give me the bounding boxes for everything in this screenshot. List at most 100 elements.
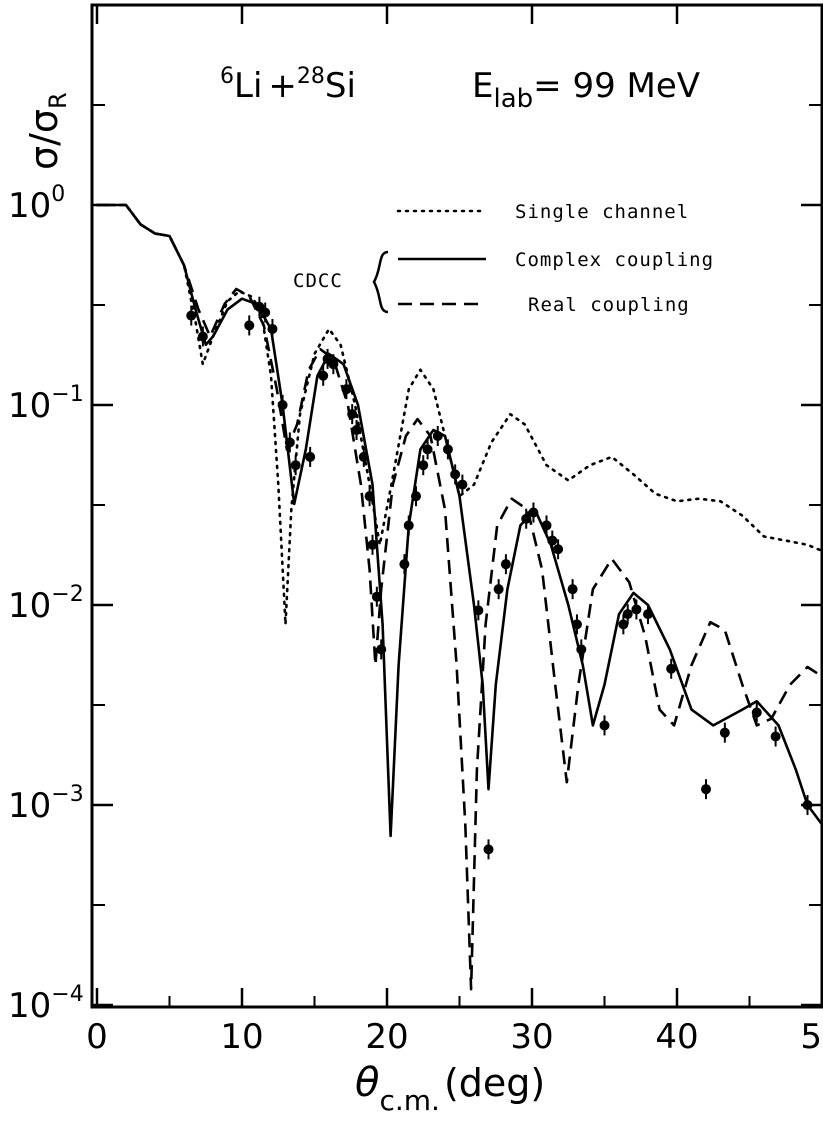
data-point — [599, 720, 610, 731]
y-axis-label: σ/σR — [22, 92, 72, 170]
data-point — [260, 307, 271, 318]
series-line-real-coupling — [97, 203, 823, 991]
y-tick-exponent: −2 — [51, 582, 83, 607]
y-tick-base: 10 — [8, 386, 51, 426]
x-tick-label: 30 — [510, 1017, 553, 1057]
x-tick-label: 50 — [800, 1017, 823, 1057]
data-point — [432, 430, 443, 441]
data-point — [328, 359, 339, 370]
y-tick-label: 10−4 — [8, 982, 84, 1026]
title-plus: + — [268, 66, 297, 106]
y-tick-label: 10−2 — [8, 582, 84, 626]
chart-energy: Elab= 99 MeV — [472, 66, 700, 114]
y-label-denominator: σ — [22, 109, 66, 133]
data-point — [643, 609, 653, 620]
legend-brace — [372, 250, 389, 314]
legend-label-single-channel: Single channel — [515, 201, 689, 223]
y-tick-label: 10−3 — [8, 782, 84, 826]
series-line-single-channel — [95, 203, 823, 626]
data-point — [399, 559, 410, 570]
data-point — [631, 604, 642, 615]
title-target-mass: 28 — [297, 64, 325, 89]
y-tick-label: 100 — [8, 182, 65, 226]
data-point — [411, 491, 421, 502]
energy-value: = 99 MeV — [533, 66, 700, 106]
series-layer — [95, 203, 823, 991]
data-point — [403, 520, 414, 531]
data-points-layer — [186, 296, 813, 860]
data-point — [751, 707, 762, 718]
data-point — [371, 591, 382, 602]
x-axis-ticks: 0 10 20 30 40 50 — [86, 6, 823, 1057]
data-point — [500, 559, 511, 570]
data-point — [351, 424, 362, 435]
y-tick-label: 10−1 — [8, 382, 84, 426]
data-point — [719, 727, 730, 738]
data-point — [576, 644, 587, 655]
y-tick-base: 10 — [8, 586, 51, 626]
x-label-subscript: c.m. — [379, 1084, 439, 1117]
data-point — [567, 584, 578, 595]
data-point — [290, 460, 301, 471]
data-point — [528, 507, 539, 518]
data-point — [457, 479, 468, 490]
y-tick-base: 10 — [8, 986, 51, 1026]
data-point — [547, 535, 558, 546]
legend-label-complex-coupling: Complex coupling — [515, 249, 714, 271]
data-point — [341, 384, 352, 395]
title-target: Si — [325, 66, 356, 106]
x-tick-label: 20 — [365, 1017, 408, 1057]
y-tick-base: 10 — [8, 186, 51, 226]
data-point — [442, 444, 453, 455]
data-point — [277, 400, 288, 410]
data-point — [186, 310, 197, 321]
data-point — [473, 605, 484, 616]
data-point — [267, 323, 278, 334]
y-tick-base: 10 — [8, 786, 51, 826]
data-point — [364, 491, 375, 502]
x-label-symbol: θ — [355, 1060, 379, 1106]
energy-symbol: E — [472, 66, 493, 106]
data-point — [284, 437, 295, 448]
x-tick-label: 0 — [86, 1017, 108, 1057]
x-tick-label: 40 — [655, 1017, 698, 1057]
plot-frame — [90, 3, 823, 1009]
data-point — [541, 520, 552, 531]
energy-subscript: lab — [493, 84, 533, 114]
data-point — [770, 731, 781, 742]
data-point — [244, 320, 255, 331]
data-point — [802, 800, 813, 810]
data-point — [493, 584, 504, 595]
data-point — [347, 409, 358, 420]
data-point — [622, 609, 633, 620]
data-point — [618, 619, 629, 630]
y-label-subscript: R — [44, 92, 72, 109]
x-axis-label: θc.m. (deg) — [355, 1060, 545, 1117]
data-point — [318, 370, 329, 381]
data-point — [305, 451, 316, 462]
data-point — [358, 451, 369, 462]
legend: Single channel Complex coupling Real cou… — [293, 201, 714, 316]
data-point — [376, 644, 387, 655]
title-projectile-mass: 6 — [220, 64, 234, 89]
y-label-slash: / — [22, 133, 66, 146]
y-tick-exponent: 0 — [51, 182, 65, 207]
x-label-unit: (deg) — [444, 1061, 545, 1105]
series-line-complex-coupling — [97, 203, 823, 838]
data-point — [666, 663, 677, 674]
data-point — [450, 469, 461, 480]
y-tick-exponent: −4 — [51, 982, 83, 1007]
y-label-numerator: σ — [22, 146, 66, 170]
data-point — [571, 619, 582, 630]
x-tick-label: 10 — [220, 1017, 263, 1057]
legend-group-label: CDCC — [293, 270, 343, 292]
data-point — [422, 444, 433, 455]
y-tick-exponent: −3 — [51, 782, 83, 807]
data-point — [197, 331, 208, 342]
data-point — [483, 844, 494, 855]
data-point — [367, 539, 378, 550]
y-tick-exponent: −1 — [51, 382, 83, 407]
data-point — [521, 513, 532, 524]
